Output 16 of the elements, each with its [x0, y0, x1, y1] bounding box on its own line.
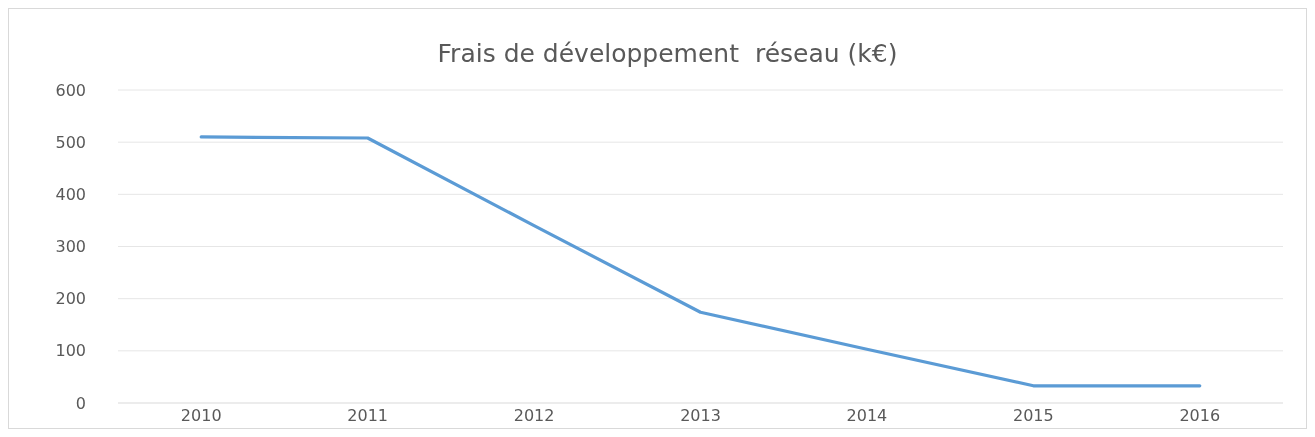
y-tick-label: 400	[55, 184, 86, 204]
x-tick-label: 2011	[347, 405, 388, 425]
y-tick-label: 300	[55, 237, 86, 257]
y-tick-label: 600	[55, 80, 86, 100]
y-tick-label: 0	[75, 393, 86, 413]
x-tick-label: 2012	[513, 405, 555, 425]
chart-title: Frais de développement réseau (k€)	[437, 39, 898, 68]
y-tick-label: 200	[55, 289, 86, 309]
x-tick-label: 2015	[1013, 405, 1054, 425]
line-series	[199, 135, 1202, 388]
y-tick-label: 100	[55, 341, 86, 361]
x-tick-label: 2010	[180, 405, 222, 425]
y-tick-label: 500	[55, 132, 86, 152]
x-tick-label: 2016	[1179, 405, 1221, 425]
x-tick-label: 2013	[680, 405, 721, 425]
x-tick-label: 2014	[846, 405, 888, 425]
